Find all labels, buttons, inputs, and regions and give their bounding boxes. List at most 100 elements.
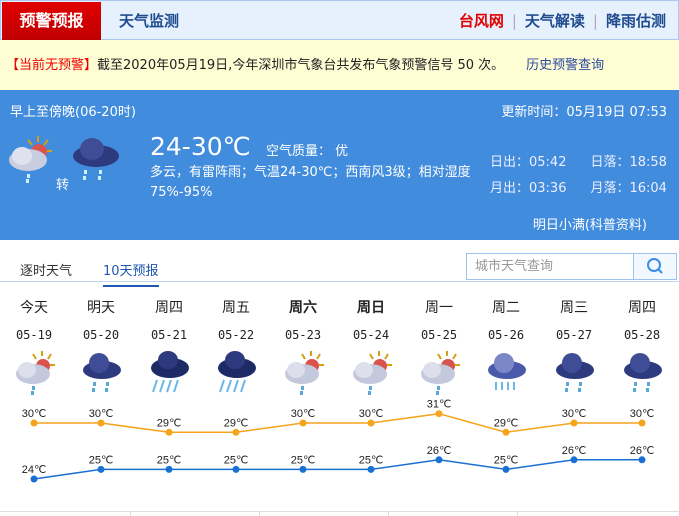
day-name: 周五 [222,300,250,316]
high-temp-point [502,428,510,436]
low-temp-point [97,465,105,473]
high-temp-point [97,419,105,427]
low-temp-label: 25℃ [224,454,249,466]
moonset: 月落：16:04 [590,181,667,196]
low-temp-label: 26℃ [427,445,452,457]
divider: | [592,12,598,30]
high-temp-label: 29℃ [494,417,519,429]
low-temp-point [502,465,510,473]
partly-cloudy-rain-icon [9,136,52,183]
day-name: 周三 [560,300,588,316]
top-nav: 预警预报 天气监测 台风网 | 天气解读 | 降雨估测 [0,0,679,40]
divider: | [511,12,517,30]
cloud-rain-icon [556,353,594,392]
city-search-input[interactable]: 城市天气查询 [466,253,634,280]
nav-tab-monitor[interactable]: 天气监测 [119,12,180,30]
low-temp-point [30,475,38,483]
day-date: 05-20 [82,328,120,342]
low-temp-label: 25℃ [359,454,384,466]
high-temp-label: 30℃ [89,408,114,420]
transition-label: 转 [56,178,70,193]
nav-link-typhoon[interactable]: 台风网 [458,12,504,30]
high-temp-line [34,412,642,434]
high-temp-label: 30℃ [22,408,47,420]
nav-link-rain-estimate[interactable]: 降雨估测 [605,12,666,30]
high-temp-point [30,419,38,427]
cloud-rain-icon [624,353,662,392]
day-name: 周四 [628,300,656,316]
heavy-rain-icon [218,351,256,393]
update-time: 更新时间：05月19日 07:53 [501,105,667,120]
search-button[interactable] [633,253,677,280]
day-name: 周一 [425,300,453,316]
search-icon [647,258,663,274]
air-quality: 空气质量： 优 [266,144,349,159]
low-temp-label: 25℃ [291,454,316,466]
nav-tab-warning[interactable]: 预警预报 [2,2,101,40]
day-name: 周二 [492,300,520,316]
low-temp-label: 26℃ [630,445,655,457]
low-temp-label: 24℃ [22,464,47,476]
day-date: 05-22 [217,328,255,342]
nav-links: 台风网 | 天气解读 | 降雨估测 [459,1,666,41]
solar-term-link[interactable]: 明日小满(科普资料) [532,218,647,233]
day-date: 05-23 [284,328,322,342]
day-date: 05-26 [487,328,525,342]
tab-10day[interactable]: 10天预报 [103,260,159,287]
high-temp-point [299,419,307,427]
high-temp-label: 29℃ [157,417,182,429]
temperature-range: 24-30℃ [150,132,251,161]
high-temp-point [232,428,240,436]
bottom-divider [0,511,679,516]
nav-link-weather-analysis[interactable]: 天气解读 [524,12,585,30]
cloud-rain-icon [73,138,119,180]
temperature-chart: 30℃ 30℃ 29℃ 29℃ 30℃ 30℃ 31℃ 29℃ 30℃ 30℃ 24℃ 25℃ 25℃ 2… [22,399,655,483]
low-temp-label: 25℃ [494,454,519,466]
low-temp-point [299,465,307,473]
high-temp-label: 30℃ [562,408,587,420]
low-temp-point [638,456,646,464]
partly-cloudy-rain-icon [285,351,324,395]
day-date: 05-28 [623,328,661,342]
day-date: 05-21 [150,328,188,342]
alert-text: 截至2020年05月19日,今年深圳市气象台共发布气象预警信号 50 次。 [97,58,505,73]
low-temp-point [165,465,173,473]
high-temp-point [367,419,375,427]
partly-cloudy-rain-icon [16,351,55,395]
high-temp-point [570,419,578,427]
high-temp-point [435,410,443,418]
high-temp-label: 30℃ [291,408,316,420]
alert-status: 【当前无预警】 [6,58,98,73]
day-date: 05-24 [352,328,390,342]
tab-hourly[interactable]: 逐时天气 [20,264,73,279]
high-temp-label: 31℃ [427,399,452,411]
partly-cloudy-rain-icon [353,351,392,395]
alert-bar: 【当前无预警】截至2020年05月19日,今年深圳市气象台共发布气象预警信号 5… [0,40,679,90]
low-temp-point [367,465,375,473]
day-name: 周六 [289,300,317,316]
moonrise: 月出：03:36 [490,181,567,196]
partly-cloudy-rain-icon [421,351,460,395]
day-date: 05-19 [15,328,53,342]
high-temp-point [638,419,646,427]
low-temp-label: 25℃ [89,454,114,466]
weather-description: 多云，有雷阵雨；气温24-30℃；西南风3级；相对湿度75%-95% [150,165,471,200]
low-temp-point [435,456,443,464]
day-name: 周四 [155,300,183,316]
high-temp-label: 29℃ [224,417,249,429]
low-temp-label: 26℃ [562,445,587,457]
day-name: 明天 [87,300,115,316]
low-temp-line [33,459,642,480]
sunset: 日落：18:58 [590,155,667,170]
sun-moon-times: 日出：05:42 日落：18:58 月出：03:36 月落：16:04 [490,150,667,202]
high-temp-point [165,428,173,436]
low-temp-point [232,465,240,473]
forecast-tabs: 逐时天气 10天预报 [0,240,679,287]
day-date: 05-25 [420,328,458,342]
high-temp-label: 30℃ [359,408,384,420]
low-temp-label: 25℃ [157,454,182,466]
history-alert-link[interactable]: 历史预警查询 [526,58,605,73]
cloud-rain-icon [83,353,121,392]
high-temp-label: 30℃ [630,408,655,420]
heavy-rain-icon [151,351,189,393]
